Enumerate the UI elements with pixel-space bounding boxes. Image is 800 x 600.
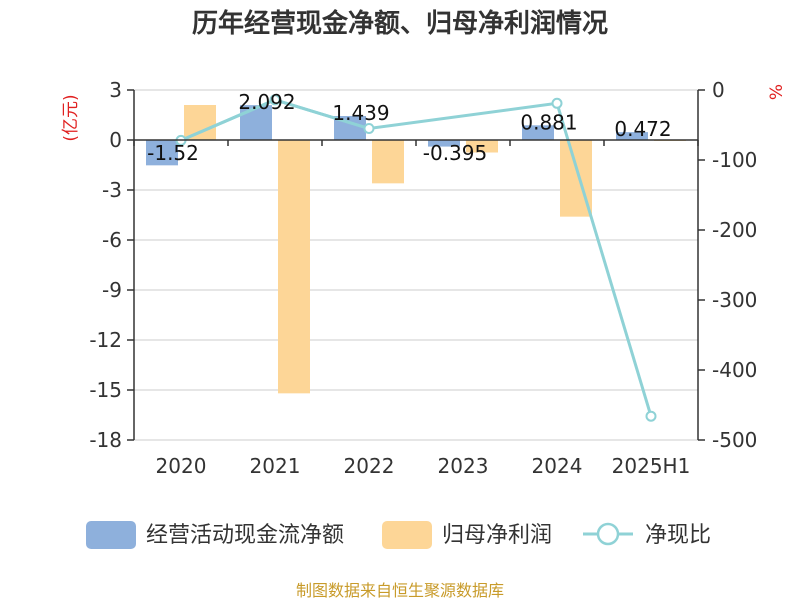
data-labels: -1.52 2.092 1.439 -0.395 0.881 0.472: [147, 90, 672, 165]
ratio-point: [363, 123, 375, 134]
net-profit-bar: [184, 105, 216, 140]
ratio-point: [645, 410, 657, 422]
category-label: 2021: [250, 454, 301, 478]
chart-title: 历年经营现金净额、归母净利润情况: [192, 8, 608, 39]
legend-cash-flow-swatch: [86, 521, 136, 549]
right-tick-label: -200: [712, 218, 757, 242]
right-axis-unit: %: [767, 84, 787, 100]
cash-flow-bar: [616, 132, 648, 140]
cash-flow-data-label: -1.52: [147, 141, 199, 165]
cash-flow-data-label: 1.439: [332, 101, 389, 125]
legend: 经营活动现金流净额 归母净利润 净现比: [86, 521, 711, 549]
right-tick-label: -100: [712, 148, 757, 172]
right-tick-label: -400: [712, 358, 757, 382]
legend-cash-flow-label: 经营活动现金流净额: [146, 523, 344, 548]
left-axis-unit: (亿元): [61, 94, 81, 141]
net-profit-bar: [278, 140, 310, 394]
left-tick-label: 3: [109, 78, 122, 102]
right-tick-label: 0: [712, 78, 725, 102]
category-label: 2025H1: [612, 454, 691, 478]
net-profit-bar: [466, 140, 498, 153]
left-tick-label: -18: [89, 428, 122, 452]
cash-flow-data-label: 2.092: [238, 90, 295, 114]
right-tick-label: -500: [712, 428, 757, 452]
ratio-point: [269, 94, 281, 106]
bars: [146, 105, 686, 394]
left-tick-label: -3: [102, 178, 122, 202]
legend-ratio-label: 净现比: [645, 523, 711, 548]
right-tick-label: -300: [712, 288, 757, 312]
axes: 3 0 -3 -6 -9 -12 -15 -18 0 -100 -200 -300 -400 -500 20…: [61, 78, 787, 478]
legend-ratio-swatch-marker: [596, 522, 620, 546]
left-tick-label: -12: [89, 328, 122, 352]
cash-flow-data-label: -0.395: [423, 141, 487, 165]
category-label: 2020: [156, 454, 207, 478]
left-tick-label: 0: [109, 128, 122, 152]
left-tick-label: -6: [102, 228, 122, 252]
legend-net-profit-swatch: [382, 521, 432, 549]
cash-flow-bar: [146, 140, 178, 166]
category-label: 2024: [532, 454, 583, 478]
category-label: 2022: [344, 454, 395, 478]
left-tick-label: -9: [102, 278, 122, 302]
cash-flow-bar: [334, 116, 366, 140]
net-profit-bar: [372, 140, 404, 184]
cash-flow-bar: [522, 125, 554, 140]
ratio-point: [551, 97, 563, 109]
cash-flow-bar: [428, 140, 460, 147]
cash-flow-bar: [240, 105, 272, 140]
source-note: 制图数据来自恒生聚源数据库: [296, 581, 504, 600]
cash-flow-data-label: 0.472: [614, 117, 671, 141]
left-tick-label: -15: [89, 378, 122, 402]
legend-net-profit-label: 归母净利润: [442, 523, 552, 548]
category-label: 2023: [438, 454, 489, 478]
cash-flow-data-label: 0.881: [520, 110, 577, 134]
ratio-line-layer: [175, 94, 657, 422]
